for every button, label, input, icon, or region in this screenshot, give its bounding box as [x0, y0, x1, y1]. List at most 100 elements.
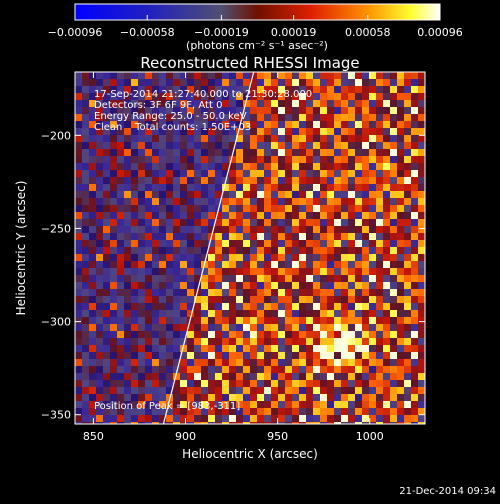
heatmap-cell [194, 352, 201, 359]
heatmap-cell [159, 156, 166, 163]
heatmap-cell [383, 352, 390, 359]
colorbar-tick-label: 0.00096 [417, 26, 463, 39]
heatmap-cell [278, 261, 285, 268]
heatmap-cell [271, 170, 278, 177]
heatmap-cell [341, 100, 348, 107]
heatmap-cell [145, 275, 152, 282]
heatmap-cell [208, 212, 215, 219]
heatmap-cell [285, 373, 292, 380]
heatmap-cell [369, 72, 376, 79]
heatmap-cell [299, 177, 306, 184]
heatmap-cell [313, 366, 320, 373]
heatmap-cell [166, 198, 173, 205]
heatmap-cell [145, 177, 152, 184]
heatmap-cell [306, 233, 313, 240]
heatmap-cell [152, 205, 159, 212]
heatmap-cell [320, 170, 327, 177]
heatmap-cell [250, 219, 257, 226]
heatmap-cell [145, 359, 152, 366]
heatmap-cell [236, 387, 243, 394]
heatmap-cell [131, 268, 138, 275]
heatmap-cell [285, 128, 292, 135]
heatmap-cell [236, 310, 243, 317]
heatmap-cell [306, 289, 313, 296]
heatmap-cell [383, 142, 390, 149]
heatmap-cell [103, 170, 110, 177]
heatmap-cell [201, 191, 208, 198]
heatmap-cell [320, 296, 327, 303]
heatmap-cell [327, 261, 334, 268]
heatmap-cell [138, 394, 145, 401]
heatmap-cell [369, 303, 376, 310]
heatmap-cell [327, 408, 334, 415]
heatmap-cell [348, 114, 355, 121]
heatmap-cell [257, 184, 264, 191]
heatmap-cell [390, 72, 397, 79]
heatmap-cell [173, 324, 180, 331]
heatmap-cell [411, 177, 418, 184]
heatmap-cell [75, 366, 82, 373]
heatmap-cell [250, 72, 257, 79]
heatmap-cell [201, 226, 208, 233]
heatmap-cell [166, 79, 173, 86]
heatmap-cell [75, 198, 82, 205]
heatmap-cell [313, 359, 320, 366]
heatmap-cell [222, 324, 229, 331]
heatmap-cell [376, 345, 383, 352]
heatmap-cell [369, 233, 376, 240]
heatmap-cell [334, 163, 341, 170]
heatmap-cell [250, 114, 257, 121]
heatmap-cell [180, 408, 187, 415]
heatmap-cell [103, 415, 110, 422]
heatmap-cell [404, 401, 411, 408]
heatmap-cell [243, 394, 250, 401]
heatmap-cell [348, 331, 355, 338]
heatmap-cell [257, 282, 264, 289]
heatmap-cell [257, 205, 264, 212]
heatmap-cell [292, 317, 299, 324]
heatmap-cell [110, 394, 117, 401]
heatmap-cell [299, 338, 306, 345]
heatmap-cell [278, 310, 285, 317]
heatmap-cell [390, 422, 397, 424]
heatmap-cell [194, 422, 201, 424]
heatmap-cell [103, 296, 110, 303]
heatmap-cell [131, 331, 138, 338]
heatmap-cell [278, 282, 285, 289]
heatmap-cell [145, 198, 152, 205]
heatmap-cell [194, 93, 201, 100]
heatmap-cell [208, 191, 215, 198]
heatmap-cell [264, 303, 271, 310]
heatmap-cell [236, 198, 243, 205]
heatmap-cell [215, 352, 222, 359]
heatmap-cell [278, 233, 285, 240]
heatmap-cell [201, 352, 208, 359]
heatmap-cell [166, 359, 173, 366]
heatmap-cell [278, 380, 285, 387]
heatmap-cell [215, 233, 222, 240]
heatmap-cell [208, 114, 215, 121]
heatmap-cell [208, 387, 215, 394]
heatmap-cell [369, 240, 376, 247]
heatmap-cell [278, 345, 285, 352]
heatmap-cell [257, 373, 264, 380]
heatmap-cell [145, 401, 152, 408]
heatmap-cell [383, 114, 390, 121]
heatmap-cell [201, 128, 208, 135]
heatmap-cell [131, 247, 138, 254]
heatmap-cell [418, 401, 425, 408]
heatmap-cell [166, 394, 173, 401]
heatmap-cell [404, 359, 411, 366]
heatmap-cell [138, 387, 145, 394]
heatmap-cell [201, 359, 208, 366]
heatmap-cell [159, 394, 166, 401]
heatmap-cell [278, 170, 285, 177]
x-tick-label: 950 [267, 430, 288, 443]
heatmap-cell [222, 275, 229, 282]
heatmap-cell [103, 380, 110, 387]
heatmap-cell [250, 303, 257, 310]
heatmap-cell [110, 415, 117, 422]
heatmap-cell [215, 345, 222, 352]
heatmap-cell [236, 268, 243, 275]
heatmap-cell [131, 296, 138, 303]
